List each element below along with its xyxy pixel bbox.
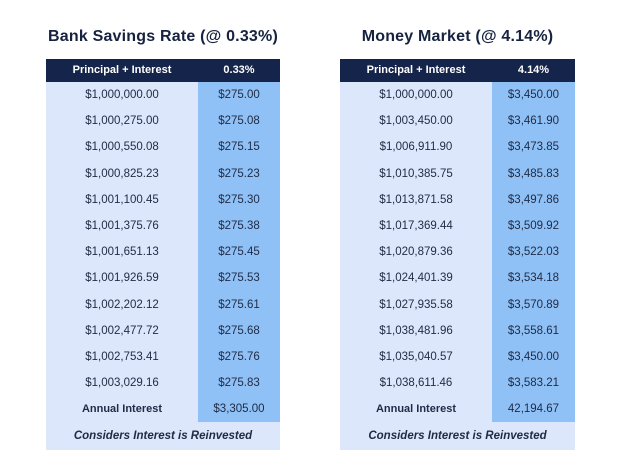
principal-cell: $1,003,450.00	[379, 115, 453, 128]
principal-cell: $1,010,385.75	[379, 167, 453, 180]
annual-interest-value: $3,305.00	[213, 403, 265, 416]
principal-cell: $1,000,825.23	[85, 167, 159, 180]
interest-cell: $275.76	[218, 350, 260, 363]
interest-cell: $275.00	[218, 89, 260, 101]
interest-cell: $3,522.03	[507, 246, 560, 259]
principal-cell: $1,017,369.44	[379, 219, 453, 232]
header-rate: 0.33%	[223, 64, 255, 76]
interest-cell: $3,558.61	[507, 324, 560, 337]
principal-column: $1,000,000.00 $1,000,275.00 $1,000,550.0…	[46, 82, 198, 423]
reinvested-note: Considers Interest is Reinvested	[340, 422, 575, 451]
money-market-title: Money Market (@ 4.14%)	[361, 28, 554, 45]
principal-cell: $1,038,481.96	[379, 324, 453, 337]
interest-cell: $275.23	[218, 167, 260, 180]
interest-cell: $275.08	[218, 115, 260, 128]
interest-cell: $3,570.89	[507, 298, 560, 311]
principal-cell: $1,000,275.00	[85, 115, 159, 128]
interest-cell: $3,485.83	[507, 167, 560, 180]
table-body: $1,000,000.00 $1,003,450.00 $1,006,911.9…	[340, 82, 575, 423]
interest-cell: $275.45	[218, 246, 260, 259]
annual-interest-label: Annual Interest	[375, 403, 457, 416]
principal-cell: $1,027,935.58	[379, 298, 453, 311]
interest-cell: $3,509.92	[507, 219, 560, 232]
reinvested-note: Considers Interest is Reinvested	[46, 422, 280, 451]
interest-column: $275.00 $275.08 $275.15 $275.23 $275.30 …	[198, 82, 280, 423]
principal-column: $1,000,000.00 $1,003,450.00 $1,006,911.9…	[340, 82, 492, 423]
interest-cell: $275.68	[218, 324, 260, 337]
interest-cell: $3,583.21	[507, 377, 560, 390]
interest-cell: $275.38	[218, 219, 260, 232]
header-principal: Principal + Interest	[366, 64, 466, 76]
header-rate: 4.14%	[517, 64, 550, 76]
table-header: Principal + Interest 0.33%	[46, 59, 280, 82]
principal-cell: $1,000,000.00	[85, 89, 159, 101]
interest-cell: $275.83	[218, 377, 260, 390]
principal-cell: $1,000,000.00	[379, 89, 453, 101]
table-header: Principal + Interest 4.14%	[340, 59, 575, 82]
principal-cell: $1,006,911.90	[379, 141, 453, 154]
money-market-table: Principal + Interest 4.14% $1,000,000.00…	[340, 59, 575, 451]
bank-savings-title: Bank Savings Rate (@ 0.33%)	[48, 28, 278, 45]
interest-cell: $275.53	[218, 272, 260, 285]
principal-cell: $1,001,100.45	[85, 193, 159, 206]
principal-cell: $1,002,753.41	[85, 350, 159, 363]
annual-interest-label: Annual Interest	[81, 403, 163, 416]
principal-cell: $1,001,375.76	[85, 219, 159, 232]
interest-cell: $3,473.85	[507, 141, 560, 154]
principal-cell: $1,003,029.16	[85, 377, 159, 390]
interest-cell: $275.30	[218, 193, 260, 206]
principal-cell: $1,001,651.13	[85, 246, 159, 259]
interest-cell: $3,450.00	[507, 89, 560, 101]
annual-interest-value: 42,194.67	[507, 403, 560, 416]
interest-cell: $275.15	[218, 141, 260, 154]
principal-cell: $1,035,040.57	[379, 350, 453, 363]
principal-cell: $1,020,879.36	[379, 246, 453, 259]
interest-cell: $3,461.90	[507, 115, 560, 128]
principal-cell: $1,013,871.58	[379, 193, 453, 206]
principal-cell: $1,002,477.72	[85, 324, 159, 337]
principal-cell: $1,000,550.08	[85, 141, 159, 154]
principal-cell: $1,038,611.46	[379, 377, 453, 390]
interest-column: $3,450.00 $3,461.90 $3,473.85 $3,485.83 …	[492, 82, 575, 423]
principal-cell: $1,002,202.12	[85, 298, 159, 311]
interest-cell: $3,450.00	[507, 350, 560, 363]
interest-cell: $3,497.86	[507, 193, 560, 206]
principal-cell: $1,001,926.59	[85, 272, 159, 285]
header-principal: Principal + Interest	[72, 64, 172, 76]
interest-cell: $275.61	[218, 298, 260, 311]
interest-cell: $3,534.18	[507, 272, 560, 285]
principal-cell: $1,024,401.39	[379, 272, 453, 285]
bank-savings-table: Principal + Interest 0.33% $1,000,000.00…	[46, 59, 280, 451]
table-body: $1,000,000.00 $1,000,275.00 $1,000,550.0…	[46, 82, 280, 423]
